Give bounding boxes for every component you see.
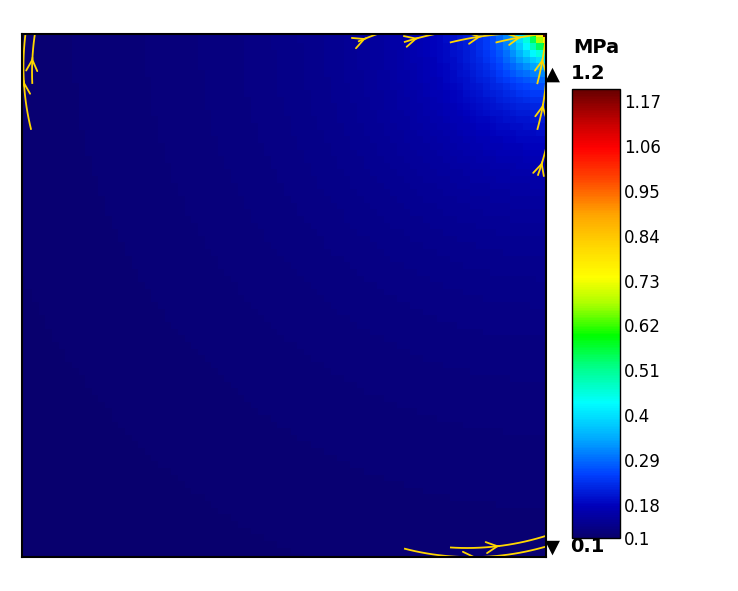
FancyArrowPatch shape (533, 162, 544, 176)
FancyArrowPatch shape (535, 105, 546, 118)
FancyArrowPatch shape (467, 33, 481, 44)
FancyArrowPatch shape (486, 542, 499, 553)
FancyArrowPatch shape (463, 552, 476, 563)
Text: 0.1: 0.1 (570, 537, 605, 556)
Text: ▲: ▲ (545, 64, 559, 83)
FancyArrowPatch shape (404, 36, 418, 47)
FancyArrowPatch shape (507, 34, 521, 45)
Text: MPa: MPa (573, 38, 619, 57)
FancyArrowPatch shape (19, 81, 30, 95)
FancyArrowPatch shape (352, 38, 366, 48)
Text: 1.2: 1.2 (570, 64, 605, 83)
FancyArrowPatch shape (26, 58, 37, 71)
FancyArrowPatch shape (535, 59, 546, 73)
Text: ▼: ▼ (545, 537, 559, 556)
